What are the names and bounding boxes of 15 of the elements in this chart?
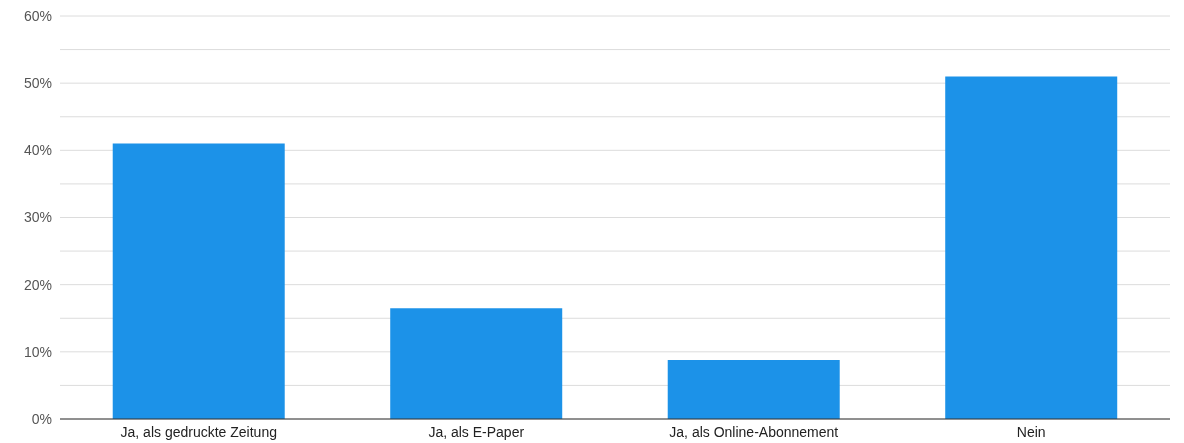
y-tick-label: 0% <box>31 410 52 427</box>
bar <box>945 76 1118 419</box>
x-tick-label: Ja, als gedruckte Zeitung <box>120 423 277 440</box>
x-tick-label: Ja, als E-Paper <box>428 423 525 440</box>
x-tick-label: Nein <box>1016 423 1046 440</box>
bar <box>390 308 563 419</box>
y-tick-label: 60% <box>23 7 52 24</box>
bar <box>667 359 840 419</box>
y-tick-label: 30% <box>23 209 52 226</box>
bar <box>112 143 285 419</box>
y-tick-label: 10% <box>23 343 52 360</box>
y-tick-label: 20% <box>23 276 52 293</box>
y-tick-label: 50% <box>23 75 52 92</box>
y-tick-label: 40% <box>23 142 52 159</box>
x-tick-label: Ja, als Online-Abonnement <box>669 423 839 440</box>
